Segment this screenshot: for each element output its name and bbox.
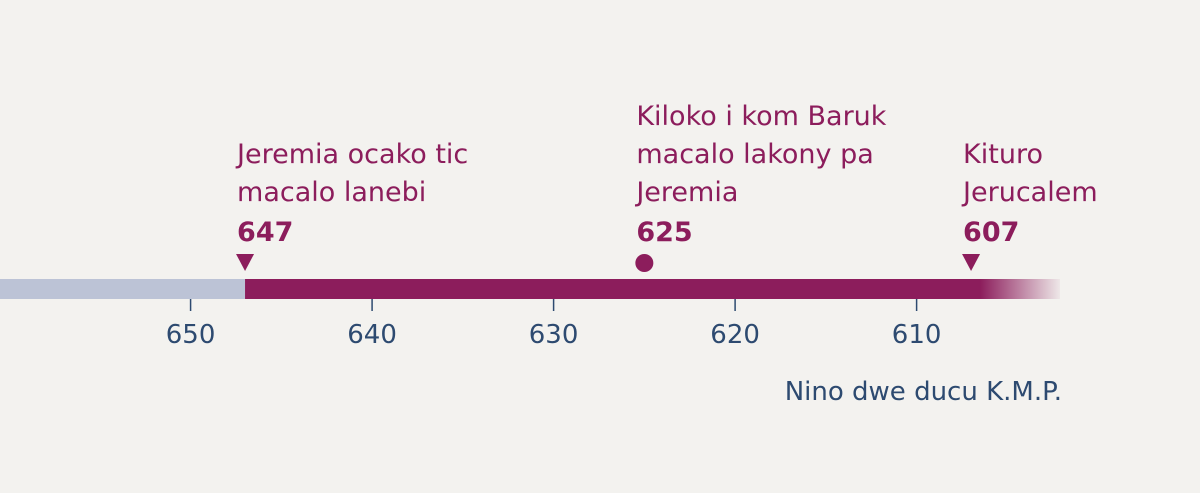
x-tick-label: 630 [529,320,579,350]
event-label: Jeremia [634,177,738,208]
x-tick-label: 650 [166,320,216,350]
event-year: 607 [963,217,1019,248]
x-tick-label: 620 [710,320,760,350]
event-label: macalo lanebi [237,177,426,208]
timeline-bar-before [0,279,246,299]
event-label: Kituro [963,139,1043,170]
event-label: Kiloko i kom Baruk [636,101,886,132]
event-label: Jerucalem [961,177,1098,208]
event-label: macalo lakony pa [636,139,873,170]
event-marker [962,254,981,271]
timeline-bar-fade [980,279,1060,299]
x-tick-label: 640 [347,320,397,350]
x-tick-label: 610 [892,320,942,350]
axis-title: Nino dwe ducu K.M.P. [785,377,1062,407]
event-label: Jeremia ocako tic [235,139,468,170]
event-year: 625 [636,217,692,248]
event-year: 647 [237,217,293,248]
event-marker [635,254,654,272]
timeline-bar [245,279,980,299]
event-marker [236,254,255,271]
